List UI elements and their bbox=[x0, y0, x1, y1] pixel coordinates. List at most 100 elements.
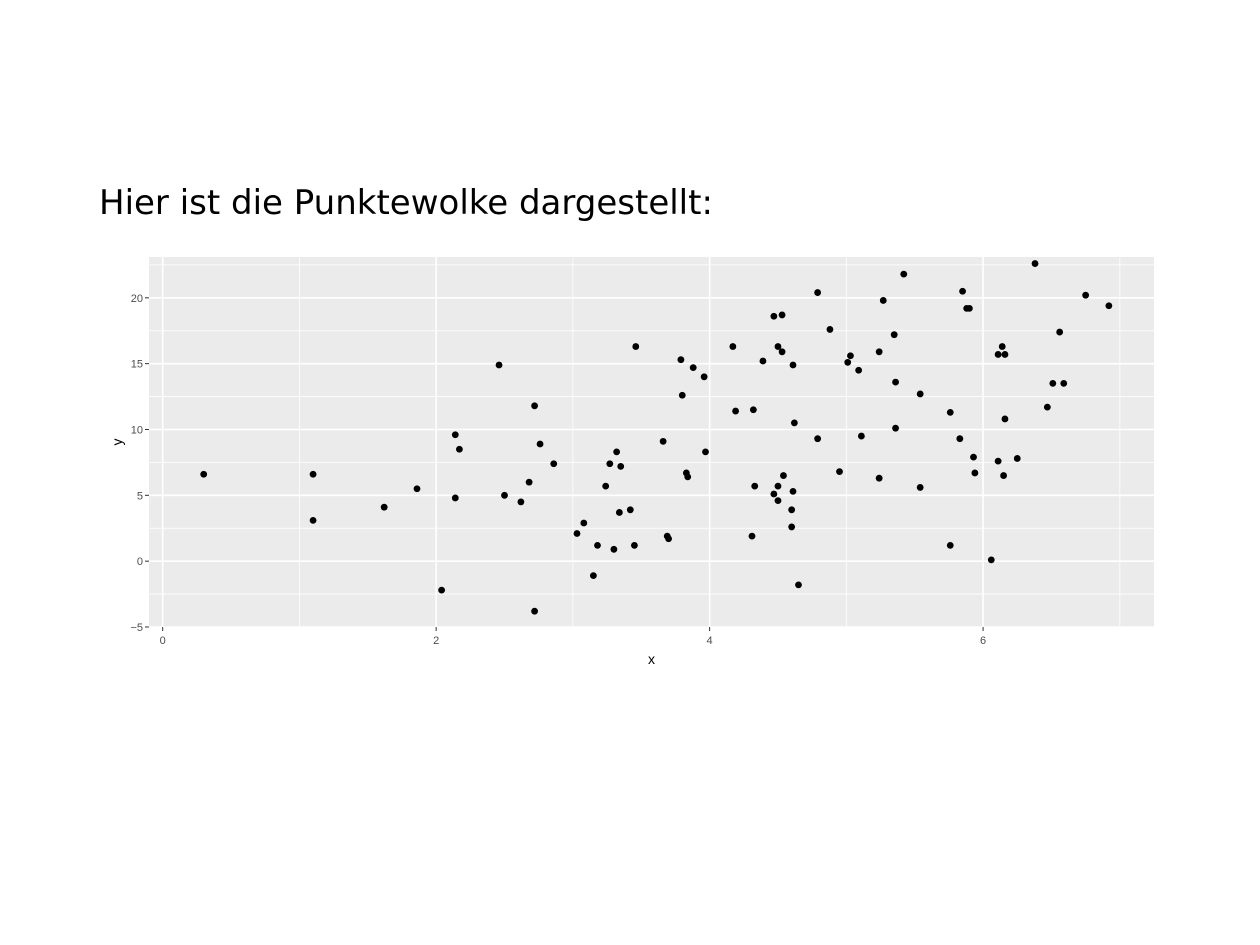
data-point bbox=[517, 498, 525, 506]
data-point bbox=[900, 270, 908, 278]
data-point bbox=[789, 361, 797, 369]
data-point bbox=[875, 348, 883, 356]
data-point bbox=[573, 530, 581, 537]
data-point bbox=[774, 497, 782, 504]
x-axis-title: x bbox=[648, 651, 655, 667]
data-point bbox=[309, 470, 317, 478]
data-point bbox=[613, 448, 621, 456]
data-point bbox=[602, 482, 610, 490]
data-point bbox=[790, 419, 798, 427]
data-point bbox=[1105, 302, 1113, 310]
y-axis-title: y bbox=[109, 439, 125, 446]
data-point bbox=[501, 491, 508, 499]
data-point bbox=[1001, 415, 1009, 423]
data-point bbox=[684, 473, 692, 481]
data-point bbox=[610, 545, 618, 553]
data-point bbox=[892, 424, 899, 432]
data-point bbox=[759, 357, 767, 365]
data-point bbox=[626, 506, 634, 514]
y-tick-label: 0 bbox=[137, 556, 143, 568]
y-tick-label: 15 bbox=[131, 359, 143, 371]
data-point bbox=[844, 358, 852, 366]
data-point bbox=[826, 326, 834, 333]
data-point bbox=[1000, 472, 1007, 479]
data-point bbox=[778, 348, 786, 356]
plot-panel bbox=[149, 257, 1154, 627]
data-point bbox=[677, 356, 685, 364]
data-point bbox=[814, 289, 822, 296]
data-point bbox=[774, 482, 782, 490]
data-point bbox=[748, 532, 756, 540]
data-point bbox=[531, 607, 538, 615]
data-point bbox=[451, 494, 459, 502]
data-point bbox=[732, 407, 739, 415]
data-point bbox=[659, 437, 667, 445]
y-tick-label: 10 bbox=[131, 424, 143, 436]
data-point bbox=[606, 460, 614, 468]
data-point bbox=[665, 535, 672, 543]
data-point bbox=[1082, 291, 1090, 299]
data-point bbox=[1031, 260, 1039, 267]
data-point bbox=[495, 361, 503, 369]
data-point bbox=[875, 474, 883, 482]
data-point bbox=[789, 487, 797, 495]
data-point bbox=[814, 435, 822, 443]
x-tick-label: 4 bbox=[707, 635, 713, 647]
data-point bbox=[580, 519, 588, 527]
data-point bbox=[778, 311, 786, 319]
data-point bbox=[1043, 403, 1051, 411]
data-point bbox=[594, 541, 601, 549]
data-point bbox=[770, 490, 778, 498]
data-point bbox=[987, 556, 995, 564]
data-point bbox=[788, 506, 796, 514]
data-point bbox=[966, 304, 973, 312]
data-point bbox=[994, 351, 1002, 358]
data-point bbox=[749, 406, 757, 414]
x-tick-label: 2 bbox=[433, 635, 439, 647]
data-point bbox=[438, 586, 446, 594]
data-point bbox=[956, 435, 964, 443]
data-point bbox=[916, 390, 924, 398]
data-point bbox=[855, 366, 863, 374]
data-point bbox=[309, 516, 317, 524]
data-point bbox=[1056, 328, 1064, 336]
data-point bbox=[836, 468, 843, 476]
data-point bbox=[1001, 351, 1009, 358]
data-point bbox=[531, 402, 538, 410]
data-point bbox=[689, 364, 697, 372]
data-point bbox=[702, 448, 709, 456]
data-point bbox=[780, 472, 787, 479]
data-point bbox=[615, 509, 623, 516]
data-point bbox=[550, 460, 558, 468]
y-tick-label: 20 bbox=[131, 293, 143, 305]
data-point bbox=[890, 331, 898, 339]
x-tick-label: 6 bbox=[980, 635, 986, 647]
data-point bbox=[413, 485, 421, 493]
data-point bbox=[994, 457, 1002, 465]
data-point bbox=[847, 352, 854, 360]
y-tick-label: −5 bbox=[130, 622, 143, 634]
data-point bbox=[998, 343, 1006, 350]
data-point bbox=[632, 343, 640, 350]
data-point bbox=[946, 408, 954, 416]
data-point bbox=[678, 391, 686, 399]
y-tick-label: 5 bbox=[137, 490, 143, 502]
data-point bbox=[774, 343, 782, 350]
data-point bbox=[451, 431, 459, 439]
data-point bbox=[879, 297, 887, 304]
data-point bbox=[971, 469, 979, 477]
data-point bbox=[788, 523, 796, 531]
data-point bbox=[729, 343, 737, 350]
data-point bbox=[916, 484, 924, 491]
data-point bbox=[631, 541, 638, 549]
data-point bbox=[751, 482, 759, 490]
data-point bbox=[536, 440, 544, 448]
data-point bbox=[1013, 455, 1021, 462]
data-point bbox=[1060, 380, 1068, 387]
data-point bbox=[795, 581, 802, 589]
data-point bbox=[857, 432, 865, 440]
data-point bbox=[617, 462, 625, 470]
data-point bbox=[589, 572, 597, 580]
data-point bbox=[455, 445, 463, 453]
